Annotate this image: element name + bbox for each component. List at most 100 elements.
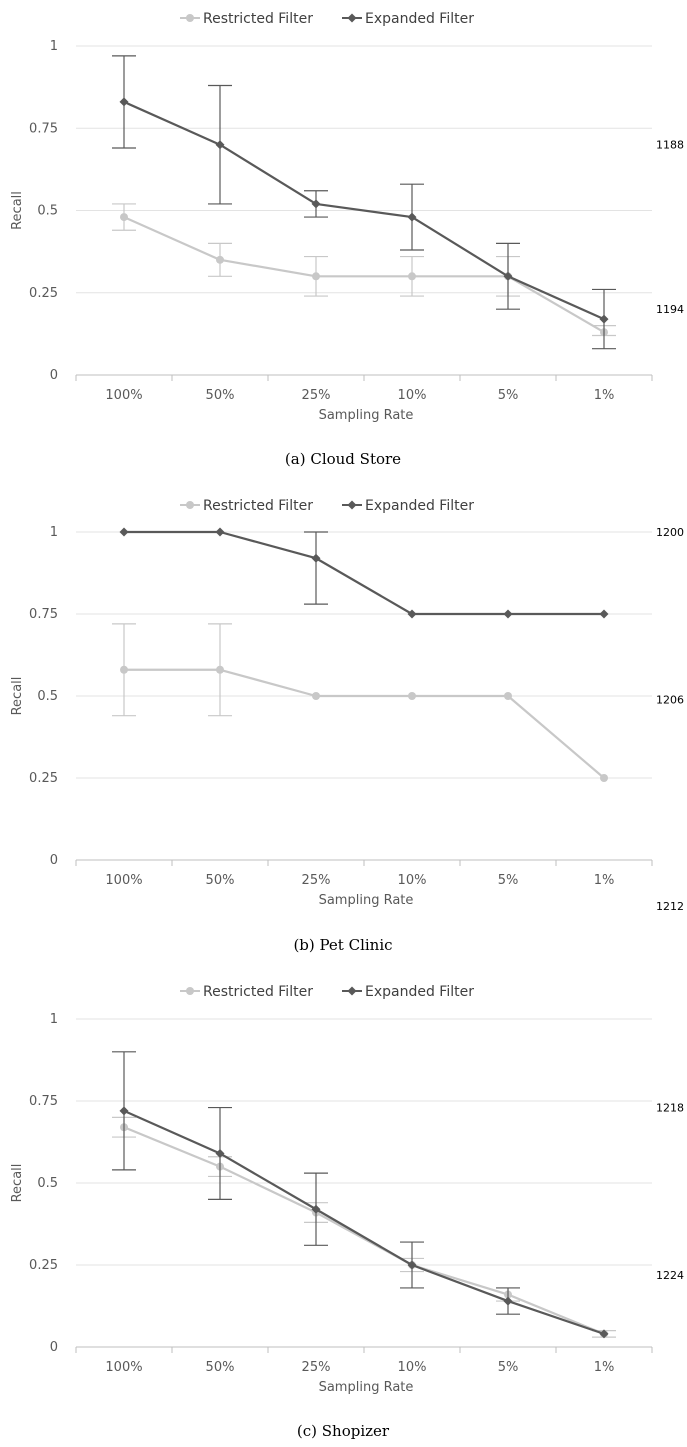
series-2 xyxy=(119,527,609,619)
data-point xyxy=(119,97,129,107)
data-point xyxy=(407,212,417,222)
y-axis-title: Recall xyxy=(10,191,25,230)
legend-label-1: Restricted Filter xyxy=(203,984,313,1000)
data-point xyxy=(408,692,416,700)
y-tick-label: 0.25 xyxy=(29,286,58,301)
y-axis-title: Recall xyxy=(10,677,25,716)
x-tick-label: 100% xyxy=(105,873,142,888)
data-point xyxy=(120,213,128,222)
y-tick-label: 0 xyxy=(50,1340,58,1355)
x-tick-label: 1% xyxy=(594,1360,615,1375)
x-tick-label: 10% xyxy=(398,1360,427,1375)
series-1 xyxy=(112,1116,616,1338)
figure-caption: (b) Pet Clinic xyxy=(293,936,392,954)
line-number: 1194 xyxy=(656,303,684,316)
data-point xyxy=(119,1106,129,1116)
line-number: 1212 xyxy=(656,900,684,913)
series-2 xyxy=(112,1051,609,1339)
series-line xyxy=(123,1109,605,1335)
line-number: 1224 xyxy=(656,1269,684,1282)
y-tick-label: 1 xyxy=(50,39,58,54)
legend-label-2: Expanded Filter xyxy=(365,984,474,1000)
data-point xyxy=(503,1296,513,1306)
x-tick-label: 1% xyxy=(594,388,615,403)
y-tick-label: 0.25 xyxy=(29,771,58,786)
y-axis-title: Recall xyxy=(10,1164,25,1203)
x-axis-title: Sampling Rate xyxy=(319,408,414,423)
figure-caption: (c) Shopizer xyxy=(297,1422,390,1440)
data-point xyxy=(215,140,225,150)
x-tick-label: 10% xyxy=(398,873,427,888)
series-line xyxy=(124,668,605,779)
x-tick-label: 100% xyxy=(105,388,142,403)
x-tick-label: 25% xyxy=(302,1360,331,1375)
y-tick-label: 0.5 xyxy=(37,1176,58,1191)
x-tick-label: 5% xyxy=(498,388,519,403)
series-2 xyxy=(112,55,616,350)
line-number: 1188 xyxy=(656,139,684,152)
data-point xyxy=(216,665,224,674)
data-point xyxy=(120,665,128,674)
y-tick-label: 0.75 xyxy=(29,1094,58,1109)
series-line xyxy=(124,530,604,616)
x-axis-title: Sampling Rate xyxy=(319,893,414,908)
y-tick-label: 0.25 xyxy=(29,1258,58,1273)
y-tick-label: 1 xyxy=(50,1012,58,1027)
chart-panel-2: 0 0.25 0.5 0.75 1 100% 50% 25% 10% 5% 1% Sampling R… xyxy=(10,498,684,954)
data-point xyxy=(119,527,129,537)
legend-marker-2 xyxy=(347,986,357,996)
x-tick-label: 10% xyxy=(398,388,427,403)
y-tick-label: 0.75 xyxy=(29,607,58,622)
legend-marker-2 xyxy=(347,500,357,510)
x-tick-label: 25% xyxy=(302,873,331,888)
series-line xyxy=(123,1126,605,1335)
line-number: 1206 xyxy=(656,693,684,706)
legend-label-2: Expanded Filter xyxy=(365,498,474,514)
data-point xyxy=(599,314,609,324)
series-1 xyxy=(112,623,608,782)
x-axis-title: Sampling Rate xyxy=(319,1380,414,1395)
x-tick-label: 25% xyxy=(302,388,331,403)
legend-label-1: Restricted Filter xyxy=(203,11,313,27)
line-number: 1200 xyxy=(656,526,684,539)
data-point xyxy=(504,692,512,700)
x-tick-label: 100% xyxy=(105,1360,142,1375)
line-number: 1218 xyxy=(656,1102,684,1115)
x-tick-label: 50% xyxy=(206,388,235,403)
data-point xyxy=(503,271,513,281)
x-tick-label: 50% xyxy=(206,873,235,888)
x-tick-label: 5% xyxy=(498,873,519,888)
legend-marker-1 xyxy=(186,987,194,995)
chart-panel-1: 0 0.25 0.5 0.75 1 100% 50% 25% 10% 5% 1% Sampling R… xyxy=(10,11,684,468)
data-point xyxy=(599,1329,609,1339)
data-point xyxy=(311,1204,321,1214)
x-tick-label: 50% xyxy=(206,1360,235,1375)
data-point xyxy=(408,272,416,281)
series-line xyxy=(123,100,605,321)
data-point xyxy=(216,255,224,264)
series-1 xyxy=(112,203,616,337)
legend-marker-2 xyxy=(347,13,357,23)
legend-label-1: Restricted Filter xyxy=(203,498,313,514)
y-tick-label: 0 xyxy=(50,853,58,868)
legend-marker-1 xyxy=(186,14,194,22)
y-tick-label: 0 xyxy=(50,368,58,383)
y-tick-label: 0.5 xyxy=(37,204,58,219)
x-tick-label: 5% xyxy=(498,1360,519,1375)
y-tick-label: 0.5 xyxy=(37,689,58,704)
y-tick-label: 0.75 xyxy=(29,121,58,136)
data-point xyxy=(599,609,609,619)
legend-label-2: Expanded Filter xyxy=(365,11,474,27)
data-point xyxy=(311,553,321,563)
data-point xyxy=(312,692,320,700)
data-point xyxy=(215,527,225,537)
series-line xyxy=(123,216,605,334)
data-point xyxy=(407,1260,417,1270)
data-point xyxy=(312,272,320,281)
y-tick-label: 1 xyxy=(50,525,58,540)
figure-caption: (a) Cloud Store xyxy=(285,450,401,468)
data-point xyxy=(215,1148,225,1158)
x-tick-label: 1% xyxy=(594,873,615,888)
chart-panel-3: 0 0.25 0.5 0.75 1 100% 50% 25% 10% 5% 1% Sampling R… xyxy=(10,984,684,1440)
